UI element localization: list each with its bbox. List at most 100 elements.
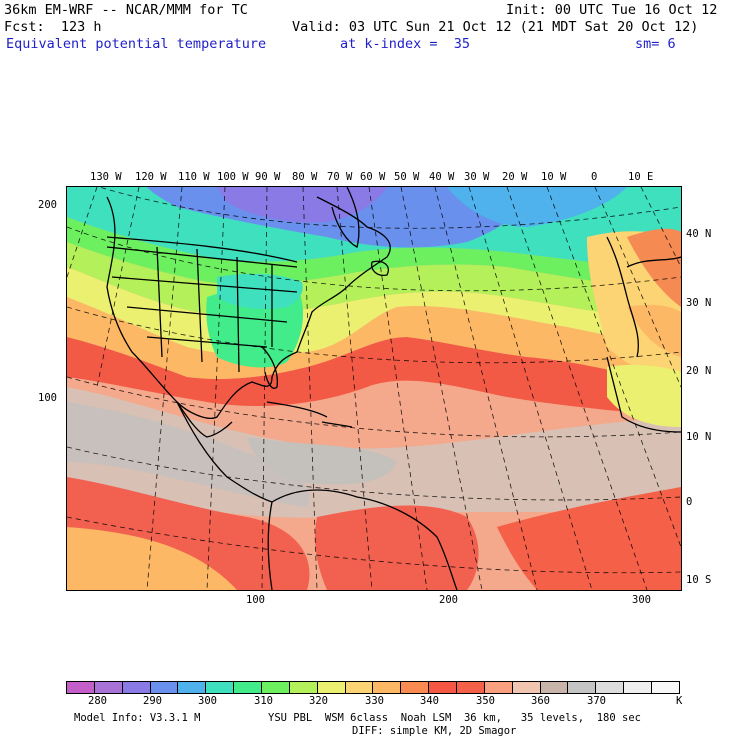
orange-band [67,297,681,387]
lon-label-120w: 120 W [135,171,167,183]
canada-border [106,236,298,263]
legend-label-330: 330 [365,695,384,707]
africa-orange [627,304,681,357]
meridian-30w [468,187,593,590]
forecast-hour: Fcst: 123 h [4,19,102,35]
map-canvas [67,187,681,590]
color-legend [66,681,680,694]
africa-yellow [607,364,681,427]
field-name: Equivalent potential temperature [6,36,267,52]
diffusion-info: DIFF: simple KM, 2D Smagor [352,725,517,737]
legend-unit: K [676,695,683,707]
model-info: Model Info: V3.3.1 M [74,712,201,724]
meridian-0 [594,187,681,388]
meridian-130w [67,187,98,279]
east-red-region [627,228,681,307]
legend-label-280: 280 [88,695,107,707]
meridian-80w [302,187,318,590]
legend-swatch [540,682,569,693]
meridian-60w [368,187,428,590]
legend-swatch [122,682,151,693]
legend-swatch [178,682,207,693]
us-state-lines [106,246,298,373]
legend-swatch [624,682,653,693]
meridian-50w [400,187,483,590]
atlantic-red-south [497,487,681,590]
florida [261,346,278,389]
purple-north [217,187,387,223]
grid-label-x300: 300 [632,594,651,606]
meridian-40w [434,187,538,590]
meridian-10w [546,187,681,548]
legend-swatch [568,682,597,693]
lon-label-30w: 30 W [464,171,490,183]
valid-time: Valid: 03 UTC Sun 21 Oct 12 (21 MDT Sat … [292,19,699,35]
legend-label-290: 290 [143,695,162,707]
init-time: Init: 00 UTC Tue 16 Oct 12 [506,2,718,18]
legend-label-340: 340 [420,695,439,707]
lon-label-100w: 100 W [217,171,249,183]
iberia [626,256,681,268]
legend-label-310: 310 [254,695,273,707]
lat-label-0: 0 [686,496,693,508]
lat-label-20n: 20 N [686,365,712,377]
legend-swatch [512,682,541,693]
legend-swatch [401,682,430,693]
lat-label-40n: 40 N [686,228,712,240]
meridian-70w [336,187,373,590]
meridian-10e [640,187,681,268]
legend-swatch [484,682,513,693]
hispaniola [321,421,353,428]
lon-label-130w: 130 W [90,171,122,183]
southern-orange [67,527,237,590]
legend-swatch [457,682,485,693]
legend-swatch [289,682,318,693]
legend-swatch [94,682,123,693]
europe-coast [606,236,639,358]
north-america-coast [106,196,391,419]
lat-label-10s: 10 S [686,574,712,586]
legend-swatch [317,682,346,693]
lat-label-10n: 10 N [686,431,712,443]
lon-label-60w: 60 W [360,171,386,183]
gulf-of-mexico-coast [176,401,233,438]
lon-label-0: 0 [591,171,598,183]
meridian-100w [206,187,226,590]
grid-label-y200: 200 [38,199,57,211]
legend-swatch [652,682,679,693]
legend-swatch [345,682,374,693]
grid-label-x100: 100 [246,594,265,606]
physics-info: YSU PBL WSM 6class Noah LSM 36 km, 35 le… [268,712,641,724]
smoothing-info: sm= 6 [635,36,676,52]
central-america [176,401,273,503]
parallel-0 [67,446,681,501]
south-america-red [315,505,479,590]
grid-label-x200: 200 [439,594,458,606]
meridian-120w [96,187,140,388]
legend-swatch [206,682,235,693]
subtropical-red-front [67,337,681,417]
newfoundland [371,260,389,276]
legend-swatch [429,682,458,693]
legend-swatch [150,682,179,693]
lon-label-10e: 10 E [628,171,654,183]
legend-swatch [596,682,625,693]
south-america-west [267,501,273,590]
lon-label-10w: 10 W [541,171,567,183]
south-america-coast [271,489,458,590]
lon-label-50w: 50 W [394,171,420,183]
lon-label-80w: 80 W [292,171,318,183]
meridian-90w [261,187,268,590]
legend-label-370: 370 [587,695,606,707]
legend-swatch [373,682,402,693]
lon-label-90w: 90 W [255,171,281,183]
legend-swatch [262,682,290,693]
parallel-10s [67,516,681,574]
africa-coast [606,356,681,433]
green-band [67,217,681,292]
cuba [266,401,328,418]
legend-label-350: 350 [476,695,495,707]
caribbean-grey [67,402,310,507]
grid-label-y100: 100 [38,392,57,404]
tropical-grey-patch [247,437,397,485]
